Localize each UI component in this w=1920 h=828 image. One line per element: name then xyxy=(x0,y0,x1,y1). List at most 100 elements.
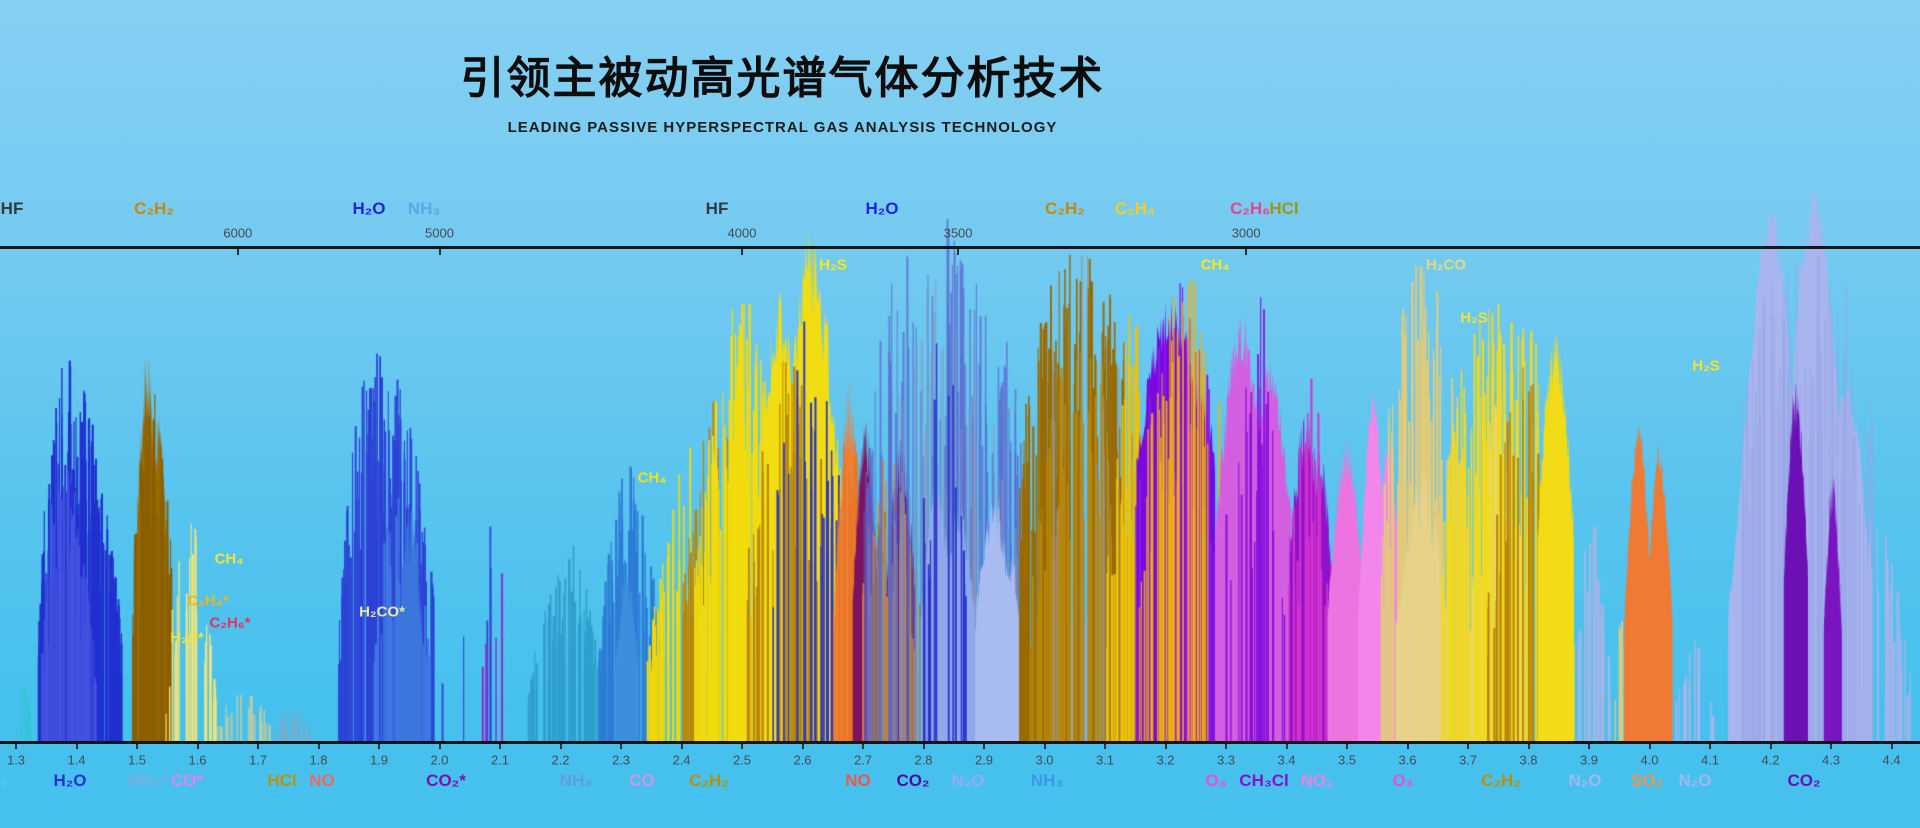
top-gas-label: NH₃ xyxy=(407,199,441,218)
bottom-gas-label: CO xyxy=(629,771,655,790)
bottom-axis-tick xyxy=(1890,744,1893,749)
bottom-axis-tick xyxy=(378,744,380,749)
top-axis-tick-label: 3000 xyxy=(1231,225,1261,241)
bottom-axis-tick-label: 2.2 xyxy=(551,752,570,768)
top-gas-label: H₂O xyxy=(352,199,386,218)
bottom-gas-label: HCl xyxy=(267,771,297,790)
bottom-axis-tick xyxy=(1830,744,1832,749)
spectral-band-label: CH₄ xyxy=(214,550,244,568)
bottom-axis-tick-label: 4.3 xyxy=(1821,752,1841,768)
top-gas-label: C₂H₄ xyxy=(1114,199,1156,218)
spectral-band-label: H₂CO* xyxy=(359,603,405,621)
bottom-axis-tick-label: 4.0 xyxy=(1640,752,1659,768)
bottom-axis-tick-label: 1.9 xyxy=(369,752,389,768)
bottom-gas-label: C₂H₂ xyxy=(1481,771,1521,790)
bottom-gas-label: NO xyxy=(309,771,335,790)
bottom-axis-tick-label: 3.8 xyxy=(1519,752,1538,768)
bottom-gas-label: SO₂ xyxy=(1630,771,1664,790)
bottom-axis-tick xyxy=(620,744,622,749)
bottom-axis-tick-label: 2.0 xyxy=(430,752,449,768)
bottom-gas-label: CO₂ xyxy=(896,771,930,790)
bottom-axis-tick-label: 1.6 xyxy=(188,752,207,768)
bottom-axis-tick-label: 1.8 xyxy=(309,752,328,768)
bottom-axis-tick xyxy=(1104,744,1106,749)
bottom-axis-tick-label: 2.3 xyxy=(611,752,631,768)
bottom-axis-tick-label: 2.1 xyxy=(490,752,510,768)
spectral-band-label: H₂CO xyxy=(1426,256,1466,274)
bottom-gas-label: NH₃ xyxy=(1030,771,1064,790)
top-axis-tick xyxy=(1245,249,1248,255)
bottom-axis-tick xyxy=(1164,744,1167,749)
bottom-axis-tick-label: 4.1 xyxy=(1700,752,1720,768)
bottom-axis-tick-label: 2.7 xyxy=(853,752,873,768)
bottom-axis-tick xyxy=(741,744,743,749)
bottom-axis-tick-label: 3.6 xyxy=(1398,752,1417,768)
bottom-axis-tick-label: 1.3 xyxy=(6,752,26,768)
top-axis-tick-label: 6000 xyxy=(223,225,253,241)
bottom-axis-tick xyxy=(862,744,864,749)
bottom-axis-tick-label: 4.4 xyxy=(1882,752,1901,768)
bottom-axis-tick xyxy=(75,744,78,749)
bottom-axis-tick xyxy=(438,744,441,749)
top-axis-tick-label: 3500 xyxy=(943,225,973,241)
top-axis-tick xyxy=(741,249,743,255)
bottom-axis-tick-label: 2.8 xyxy=(914,752,933,768)
spectral-band-label: CH₄ xyxy=(637,469,667,487)
bottom-axis-tick xyxy=(1043,744,1046,749)
bottom-gas-label: CO₂* xyxy=(426,771,466,790)
bottom-axis-tick-label: 3.7 xyxy=(1458,752,1478,768)
bottom-axis-tick-label: 3.1 xyxy=(1095,752,1115,768)
bottom-gas-label: N₂O xyxy=(1678,771,1712,790)
bottom-gas-label: N₂O xyxy=(951,771,985,790)
bottom-axis-tick xyxy=(499,744,501,749)
bottom-axis-tick-label: 3.4 xyxy=(1277,752,1296,768)
top-gas-label: C₂H₂ xyxy=(1045,199,1085,218)
bottom-axis-line xyxy=(0,741,1920,744)
bottom-axis-tick-label: 2.5 xyxy=(732,752,752,768)
bottom-axis-tick xyxy=(1769,744,1772,749)
bottom-axis-tick-label: 1.4 xyxy=(67,752,86,768)
bottom-gas-label: CH₃Cl xyxy=(1239,771,1289,790)
bottom-gas-label: ₂ xyxy=(0,771,8,790)
bottom-axis-tick xyxy=(1346,744,1348,749)
spectral-band-label: H₂S xyxy=(1460,309,1488,327)
bottom-gas-label: NH₃* xyxy=(128,771,168,790)
bottom-axis-tick xyxy=(1527,744,1530,749)
bottom-axis-tick xyxy=(983,744,985,749)
bottom-axis-tick-label: 1.5 xyxy=(127,752,147,768)
spectral-band-label: C₂H₄* xyxy=(187,592,229,610)
bottom-axis-tick xyxy=(680,744,683,749)
bottom-axis-tick xyxy=(1467,744,1469,749)
spectral-band-label: H₂S xyxy=(819,256,847,274)
top-gas-label: C₂H₂ xyxy=(134,199,174,218)
bottom-axis-tick-label: 2.6 xyxy=(793,752,812,768)
bottom-axis-tick xyxy=(1588,744,1590,749)
top-axis-tick-label: 4000 xyxy=(727,225,757,241)
bottom-gas-label: NO xyxy=(845,771,871,790)
bottom-gas-label: NH₃ xyxy=(559,771,593,790)
bottom-axis-tick-label: 3.2 xyxy=(1156,752,1175,768)
spectral-band-label: C₂H₆* xyxy=(209,614,251,632)
top-axis-tick-label: 5000 xyxy=(425,225,454,241)
bottom-gas-label: C₂H₂ xyxy=(689,771,729,790)
bottom-gas-label: CO₂ xyxy=(1787,771,1821,790)
top-gas-label: HF xyxy=(0,199,24,218)
bottom-axis-tick xyxy=(1285,744,1288,749)
bottom-axis-tick-label: 3.3 xyxy=(1216,752,1236,768)
bottom-axis-tick xyxy=(1406,744,1409,749)
bottom-axis-tick-label: 2.4 xyxy=(672,752,691,768)
bottom-gas-label: N₂O xyxy=(1568,771,1602,790)
bottom-axis-tick xyxy=(1648,744,1651,749)
top-gas-label: HF xyxy=(705,199,729,218)
top-axis-tick xyxy=(236,249,239,255)
top-gas-label: C₂H₆ xyxy=(1230,199,1270,218)
top-gas-label: H₂O xyxy=(865,199,899,218)
bottom-axis-tick xyxy=(559,744,562,749)
spectral-band-label: H₂S* xyxy=(170,629,204,647)
bottom-axis-tick xyxy=(1225,744,1227,749)
spectral-band-label: CH₄ xyxy=(1200,256,1230,274)
bottom-gas-label: H₂O xyxy=(53,771,87,790)
bottom-axis-tick-label: 4.2 xyxy=(1761,752,1780,768)
